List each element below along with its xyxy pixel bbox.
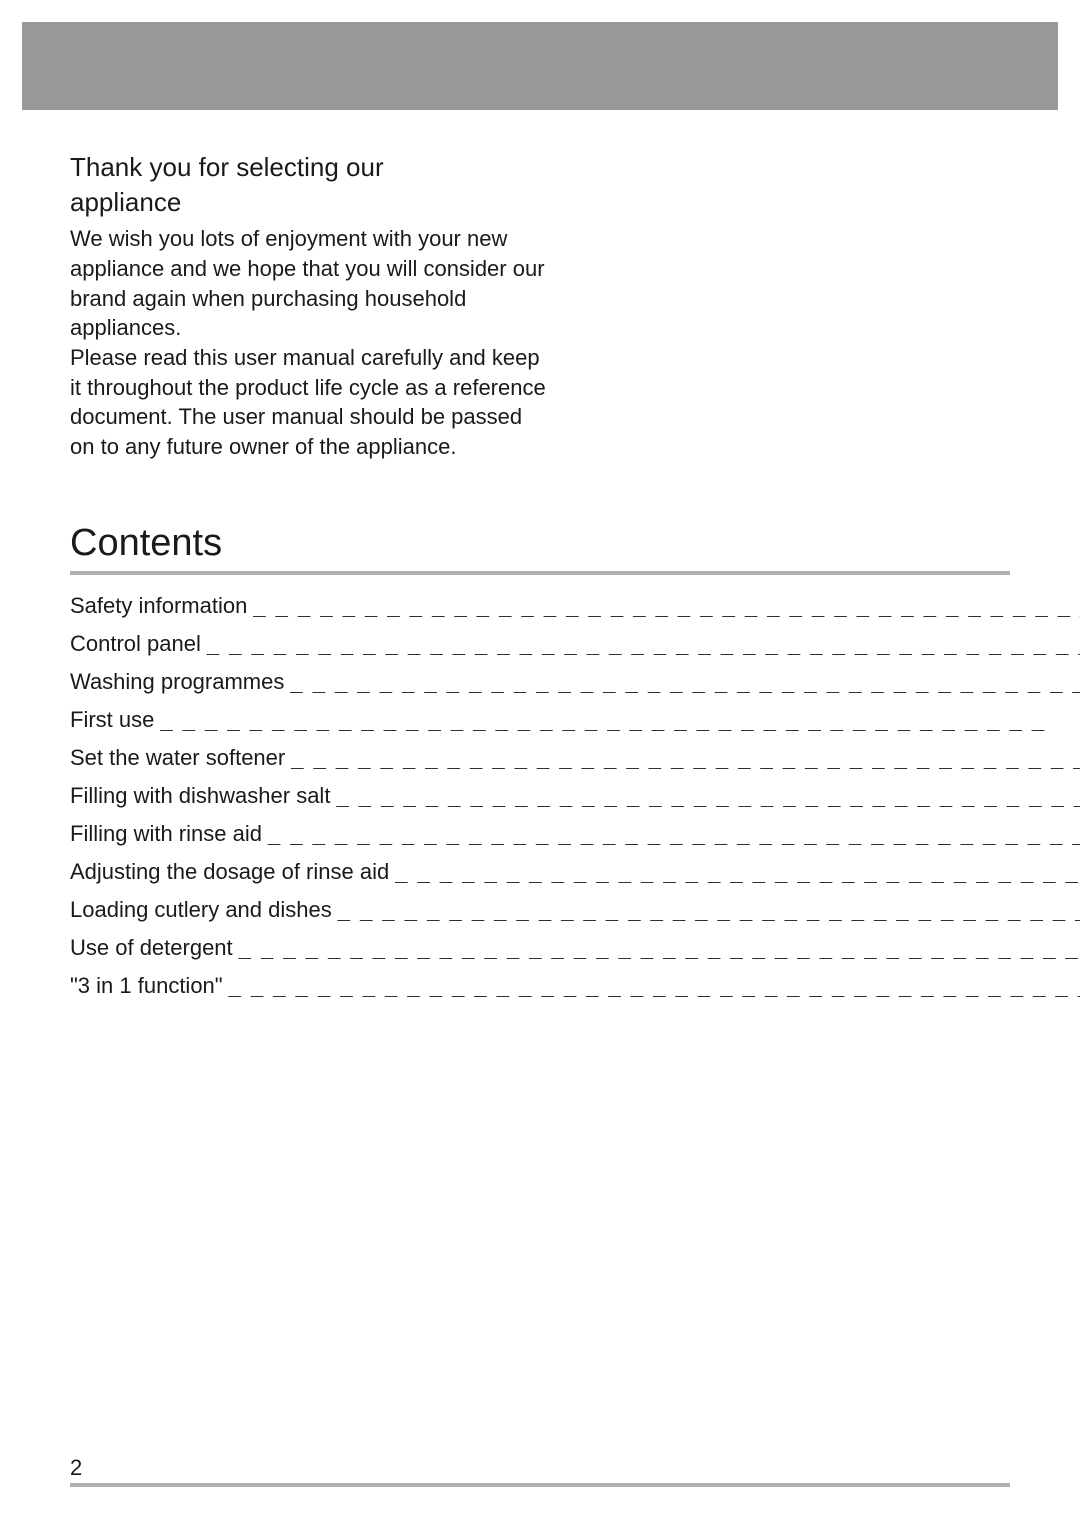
toc-row: Use of detergent _ _ _ _ _ _ _ _ _ _ _ _…: [70, 937, 1080, 959]
toc-leader: _ _ _ _ _ _ _ _ _ _ _ _ _ _ _ _ _ _ _ _ …: [262, 823, 1080, 845]
toc-title: Adjusting the dosage of rinse aid: [70, 861, 389, 883]
contents-heading: Contents: [70, 522, 1010, 565]
toc-row: Filling with rinse aid _ _ _ _ _ _ _ _ _…: [70, 823, 1080, 845]
footer-rule: [70, 1483, 1010, 1487]
page-content: Thank you for selecting our appliance We…: [0, 110, 1080, 1013]
toc-row: Filling with dishwasher salt _ _ _ _ _ _…: [70, 785, 1080, 807]
toc-row: Loading cutlery and dishes _ _ _ _ _ _ _…: [70, 899, 1080, 921]
toc-row: Set the water softener _ _ _ _ _ _ _ _ _…: [70, 747, 1080, 769]
toc-title: Use of detergent: [70, 937, 233, 959]
toc-row: Safety information _ _ _ _ _ _ _ _ _ _ _…: [70, 595, 1080, 617]
intro-heading: Thank you for selecting our appliance: [70, 150, 1010, 220]
toc-leader: _ _ _ _ _ _ _ _ _ _ _ _ _ _ _ _ _ _ _ _ …: [284, 671, 1080, 693]
toc-row: "3 in 1 function" _ _ _ _ _ _ _ _ _ _ _ …: [70, 975, 1080, 997]
page-number: 2: [70, 1455, 1010, 1481]
toc-title: Filling with dishwasher salt: [70, 785, 330, 807]
intro-heading-line1: Thank you for selecting our: [70, 150, 1010, 185]
intro-heading-line2: appliance: [70, 185, 1010, 220]
toc-leader: _ _ _ _ _ _ _ _ _ _ _ _ _ _ _ _ _ _ _ _ …: [201, 633, 1080, 655]
toc-leader: _ _ _ _ _ _ _ _ _ _ _ _ _ _ _ _ _ _ _ _ …: [389, 861, 1080, 883]
toc-title: Washing programmes: [70, 671, 284, 693]
toc-leader: _ _ _ _ _ _ _ _ _ _ _ _ _ _ _ _ _ _ _ _ …: [330, 785, 1080, 807]
toc-leader: _ _ _ _ _ _ _ _ _ _ _ _ _ _ _ _ _ _ _ _ …: [233, 937, 1080, 959]
toc-title: "3 in 1 function": [70, 975, 223, 997]
intro-paragraph-1: We wish you lots of enjoyment with your …: [70, 224, 550, 343]
toc-leader: _ _ _ _ _ _ _ _ _ _ _ _ _ _ _ _ _ _ _ _ …: [332, 899, 1080, 921]
toc-row: First use _ _ _ _ _ _ _ _ _ _ _ _ _ _ _ …: [70, 709, 1080, 731]
contents-rule: [70, 571, 1010, 575]
intro-paragraph-2: Please read this user manual carefully a…: [70, 343, 550, 462]
toc-columns: Safety information _ _ _ _ _ _ _ _ _ _ _…: [70, 595, 1010, 1013]
toc-leader: _ _ _ _ _ _ _ _ _ _ _ _ _ _ _ _ _ _ _ _ …: [247, 595, 1080, 617]
toc-row: Control panel _ _ _ _ _ _ _ _ _ _ _ _ _ …: [70, 633, 1080, 655]
toc-title: Filling with rinse aid: [70, 823, 262, 845]
toc-column-left: Safety information _ _ _ _ _ _ _ _ _ _ _…: [70, 595, 1080, 1013]
toc-title: Loading cutlery and dishes: [70, 899, 332, 921]
toc-title: Set the water softener: [70, 747, 285, 769]
toc-title: Control panel: [70, 633, 201, 655]
toc-title: First use: [70, 709, 154, 731]
toc-leader: _ _ _ _ _ _ _ _ _ _ _ _ _ _ _ _ _ _ _ _ …: [285, 747, 1080, 769]
header-bar: [0, 0, 1080, 110]
toc-leader: _ _ _ _ _ _ _ _ _ _ _ _ _ _ _ _ _ _ _ _ …: [154, 709, 1080, 731]
toc-row: Washing programmes _ _ _ _ _ _ _ _ _ _ _…: [70, 671, 1080, 693]
footer: 2: [70, 1455, 1010, 1487]
toc-title: Safety information: [70, 595, 247, 617]
toc-leader: _ _ _ _ _ _ _ _ _ _ _ _ _ _ _ _ _ _ _ _ …: [223, 975, 1080, 997]
toc-row: Adjusting the dosage of rinse aid _ _ _ …: [70, 861, 1080, 883]
